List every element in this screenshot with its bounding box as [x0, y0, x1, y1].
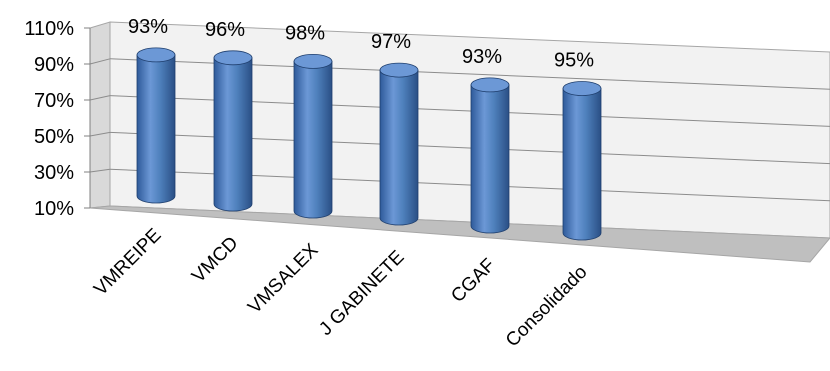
bar-consolidado [562, 88, 602, 241]
bar-top-cap [136, 47, 176, 63]
y-axis-ticks: 110% 90% 70% 50% 30% 10% [24, 18, 90, 220]
x-tick-label: VMREIPE [90, 225, 165, 300]
bar-top-cap [379, 62, 419, 78]
x-tick-label: VMCD [188, 233, 242, 287]
data-label: 96% [205, 19, 245, 41]
data-label: 93% [462, 46, 502, 68]
data-label: 98% [285, 22, 325, 44]
y-tick-label: 90% [34, 54, 74, 76]
bar-top-cap [293, 54, 333, 69]
y-tick-label: 110% [24, 18, 74, 40]
y-tick-label: 50% [34, 126, 74, 148]
x-tick-label: J GABINETE [315, 247, 408, 340]
bar-vmsalex [293, 61, 333, 219]
bar-vmcd [213, 57, 253, 212]
gridline-side [89, 95, 111, 101]
gridline-side [89, 58, 111, 65]
bar-top-cap [562, 81, 602, 96]
bar-top-cap [213, 50, 253, 66]
bar-cgaf [470, 84, 510, 234]
y-tick-label: 10% [34, 198, 74, 220]
y-tick-label: 30% [34, 162, 74, 184]
gridline-side [89, 131, 111, 137]
data-label: 93% [128, 16, 168, 38]
bar-j-gabinete [379, 69, 419, 226]
bar-vmreipe [136, 54, 176, 204]
x-tick-label: CGAF [447, 255, 499, 307]
data-labels: 93% 96% 98% 97% 93% 95% [128, 16, 594, 72]
x-tick-label: VMSALEX [244, 239, 323, 318]
data-label: 95% [554, 50, 594, 72]
bar-series [136, 47, 602, 241]
bar-top-cap [470, 77, 510, 93]
chart-side-wall [89, 21, 111, 209]
data-label: 97% [371, 31, 411, 53]
chart-floor [89, 205, 830, 263]
gridline-side [89, 168, 111, 173]
y-tick-label: 70% [34, 90, 74, 112]
x-tick-label: Consolidado [502, 262, 592, 352]
